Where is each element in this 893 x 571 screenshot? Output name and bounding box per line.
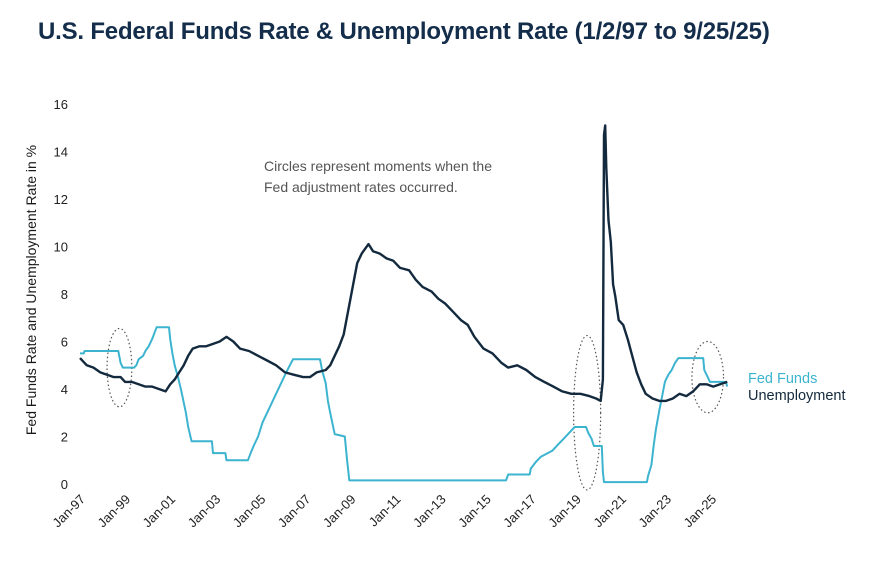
- x-tick-label: Jan-15: [455, 492, 494, 531]
- x-tick-label: Jan-21: [590, 492, 629, 531]
- x-tick-label: Jan-13: [410, 492, 449, 531]
- series-lines: [79, 124, 729, 484]
- y-axis-label-text: Fed Funds Rate and Unemployment Rate in …: [23, 145, 39, 435]
- x-tick-label: Jan-09: [320, 492, 359, 531]
- x-tick-label: Jan-05: [230, 492, 269, 531]
- y-tick-label: 10: [54, 240, 68, 255]
- x-tick-label: Jan-11: [366, 492, 404, 530]
- y-tick-label: 12: [54, 192, 68, 207]
- legend-unemployment: Unemployment: [748, 388, 846, 404]
- annotation-line-2: Fed adjustment rates occurred.: [264, 179, 458, 195]
- y-axis-label: Fed Funds Rate and Unemployment Rate in …: [23, 145, 39, 435]
- x-tick-label: Jan-07: [275, 492, 314, 531]
- chart-title: U.S. Federal Funds Rate & Unemployment R…: [38, 18, 770, 45]
- x-tick-labels: Jan-97 Jan-99 Jan-01 Jan-03 Jan-05 Jan-07 Jan-…: [49, 492, 719, 531]
- unemployment-line: [79, 124, 728, 403]
- highlight-circle: [691, 340, 725, 414]
- y-tick-label: 8: [61, 287, 68, 302]
- x-tick-label: Jan-01: [140, 492, 179, 531]
- y-tick-label: 16: [54, 97, 68, 112]
- x-tick-label: Jan-99: [94, 492, 133, 531]
- y-tick-label: 4: [61, 382, 68, 397]
- y-tick-labels: 0 2 4 6 8 10 12 14 16: [54, 97, 68, 492]
- annotation-line-1: Circles represent moments when the: [264, 158, 492, 174]
- fed-funds-line: [80, 326, 729, 484]
- x-tick-label: Jan-23: [635, 492, 674, 531]
- legend: Fed Funds Unemployment: [748, 371, 846, 404]
- highlight-circle: [573, 334, 602, 491]
- y-tick-label: 14: [54, 145, 68, 160]
- legend-fed-funds: Fed Funds: [748, 371, 817, 387]
- x-tick-label: Jan-17: [500, 492, 539, 531]
- annotation: Circles represent moments when the Fed a…: [264, 158, 492, 195]
- x-tick-label: Jan-03: [185, 492, 224, 531]
- y-tick-label: 6: [61, 335, 68, 350]
- x-tick-label: Jan-25: [681, 492, 720, 531]
- y-tick-label: 0: [61, 477, 68, 492]
- x-tick-label: Jan-97: [49, 492, 88, 531]
- x-tick-label: Jan-19: [545, 492, 584, 531]
- y-tick-label: 2: [61, 430, 68, 445]
